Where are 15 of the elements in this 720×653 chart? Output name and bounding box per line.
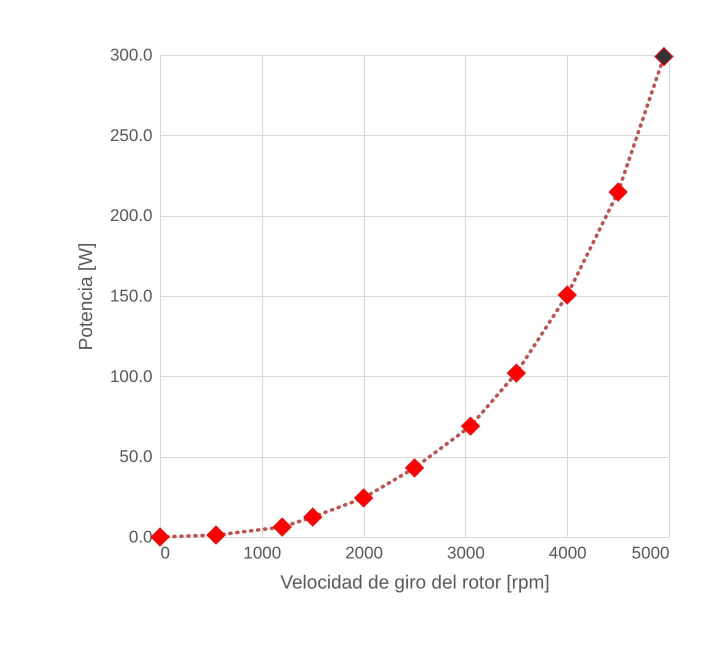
y-tick-label: 150.0 bbox=[110, 286, 152, 306]
x-tick-label: 5000 bbox=[632, 544, 670, 562]
x-tick-label: 0 bbox=[160, 544, 170, 562]
y-tick-label: 100.0 bbox=[110, 366, 152, 386]
y-tick-label: 0.0 bbox=[128, 528, 152, 546]
x-tick-label: 3000 bbox=[446, 544, 485, 562]
y-tick-label: 50.0 bbox=[119, 447, 152, 466]
y-tick-label: 300.0 bbox=[110, 46, 152, 64]
x-axis-title: Velocidad de giro del rotor [rpm] bbox=[280, 572, 550, 594]
x-tick-label: 1000 bbox=[243, 544, 282, 562]
y-tick-label: 250.0 bbox=[110, 126, 152, 145]
y-tick-label: 200.0 bbox=[110, 206, 152, 226]
x-tick-label: 2000 bbox=[345, 544, 384, 562]
x-tick-label: 4000 bbox=[548, 544, 587, 562]
y-axis-title: Potencia [W] bbox=[76, 242, 97, 350]
